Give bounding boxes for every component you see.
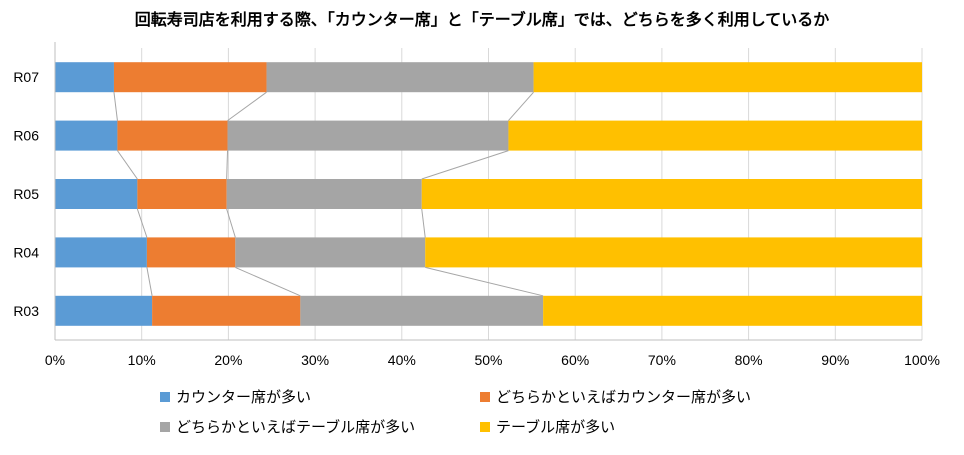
x-tick-label: 0% — [45, 352, 65, 368]
series-line — [146, 267, 153, 296]
series-line — [235, 266, 301, 297]
bar-segment — [137, 179, 227, 209]
series-line — [226, 150, 229, 180]
series-line — [425, 266, 544, 297]
bar-segment — [235, 237, 426, 268]
series-line — [421, 150, 509, 180]
legend-label: カウンター席が多い — [176, 388, 312, 406]
x-tick-label: 70% — [648, 352, 676, 368]
legend-swatch — [480, 391, 490, 402]
series-lines — [113, 91, 544, 297]
x-tick-label: 40% — [388, 352, 416, 368]
x-tick-label: 90% — [821, 352, 849, 368]
y-tick-label: R06 — [13, 128, 39, 144]
bar-segment — [543, 295, 922, 326]
bar-segment — [55, 120, 118, 151]
series-line — [226, 208, 236, 238]
bar-segment — [117, 120, 228, 151]
x-tick-label: 20% — [214, 352, 242, 368]
bar-segment — [152, 295, 301, 326]
bar-segment — [421, 179, 922, 209]
bar-segment — [425, 237, 922, 268]
bar-segment — [533, 62, 922, 93]
bar-segment — [113, 62, 267, 93]
x-tick-label: 30% — [301, 352, 329, 368]
x-tick-label: 80% — [735, 352, 763, 368]
series-line — [227, 91, 267, 122]
chart-title: 回転寿司店を利用する際、「カウンター席」と「テーブル席」では、どちらを多く利用し… — [134, 10, 830, 29]
y-tick-label: R04 — [13, 244, 39, 260]
bar-segment — [508, 120, 922, 151]
y-tick-label: R05 — [13, 186, 39, 202]
bar-segment — [55, 295, 153, 326]
series-line — [113, 92, 118, 121]
bar-segment — [146, 237, 236, 268]
y-tick-label: R07 — [13, 69, 39, 85]
bar-segment — [55, 179, 138, 209]
bar-segment — [227, 120, 509, 151]
bar-segment — [300, 295, 544, 326]
x-tick-label: 60% — [561, 352, 589, 368]
legend-item: どちらかといえばテーブル席が多い — [160, 416, 415, 437]
legend-label: どちらかといえばカウンター席が多い — [496, 388, 752, 406]
legend-item: どちらかといえばカウンター席が多い — [480, 386, 751, 407]
x-tick-label: 10% — [128, 352, 156, 368]
bars — [55, 62, 922, 326]
axes: R07 R06 R05 R04 R03 0% 10% 20% 30% 40% 50% 60% 70% 80… — [13, 42, 940, 368]
legend-item: テーブル席が多い — [480, 416, 615, 437]
series-line — [508, 91, 534, 121]
x-tick-label: 50% — [474, 352, 502, 368]
series-line — [117, 150, 138, 180]
legend-swatch — [160, 391, 170, 402]
series-line — [136, 208, 148, 238]
legend-item: カウンター席が多い — [160, 386, 311, 407]
bar-segment — [55, 237, 147, 268]
bar-segment — [266, 62, 534, 93]
x-tick-label: 100% — [904, 352, 940, 368]
series-line — [421, 208, 426, 238]
legend-swatch — [480, 421, 490, 432]
bar-segment — [55, 62, 114, 93]
bar-segment — [226, 179, 422, 209]
legend-label: テーブル席が多い — [496, 418, 616, 436]
legend-label: どちらかといえばテーブル席が多い — [176, 418, 416, 436]
legend-swatch — [160, 421, 170, 432]
y-tick-label: R03 — [13, 303, 39, 319]
